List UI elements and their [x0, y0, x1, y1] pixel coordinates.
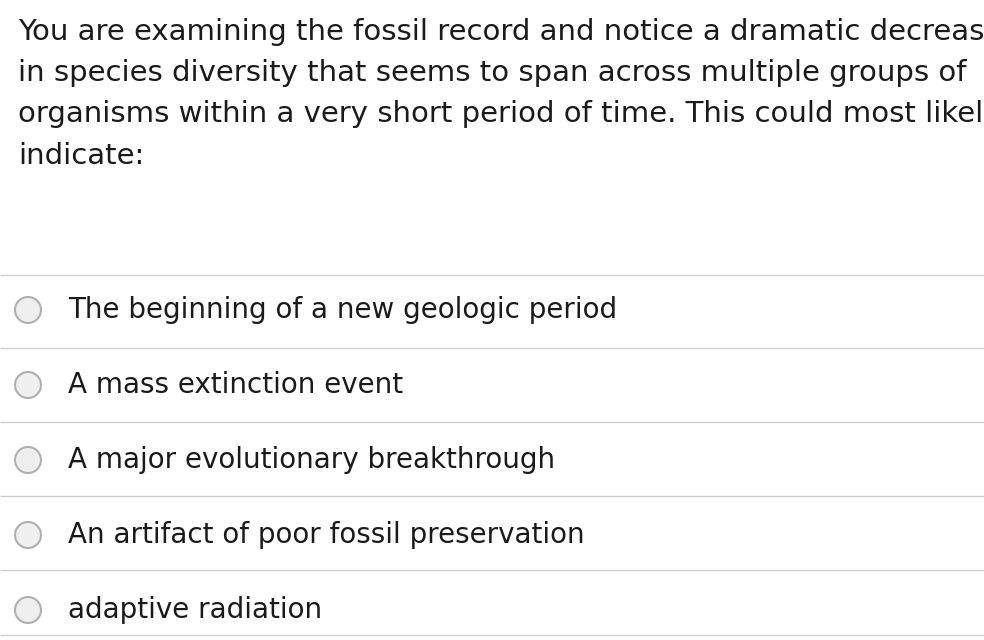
Text: The beginning of a new geologic period: The beginning of a new geologic period: [68, 296, 617, 324]
Circle shape: [15, 297, 41, 323]
Text: A mass extinction event: A mass extinction event: [68, 371, 403, 399]
Circle shape: [15, 597, 41, 623]
Circle shape: [15, 522, 41, 548]
Text: An artifact of poor fossil preservation: An artifact of poor fossil preservation: [68, 521, 584, 549]
Circle shape: [15, 372, 41, 398]
Text: You are examining the fossil record and notice a dramatic decrease
in species di: You are examining the fossil record and …: [18, 18, 984, 170]
Circle shape: [15, 447, 41, 473]
Text: A major evolutionary breakthrough: A major evolutionary breakthrough: [68, 446, 555, 474]
Text: adaptive radiation: adaptive radiation: [68, 596, 322, 624]
